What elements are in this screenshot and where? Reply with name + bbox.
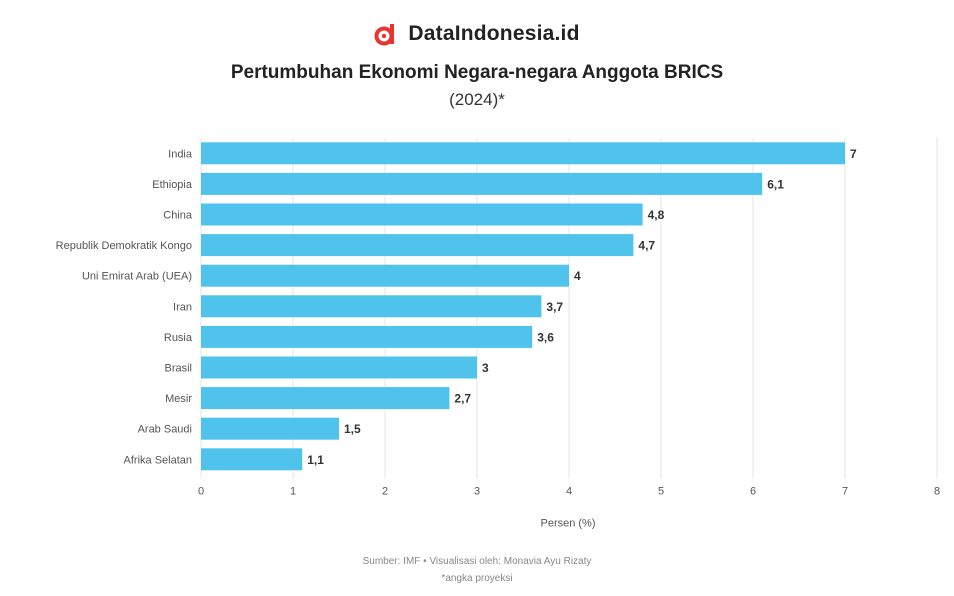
category-label: Uni Emirat Arab (UEA) xyxy=(82,271,192,283)
dataindonesia-logo-icon xyxy=(374,24,395,46)
chart-subtitle: (2024)* xyxy=(449,90,505,109)
x-tick-label: 1 xyxy=(290,486,296,498)
value-label: 4,7 xyxy=(638,239,655,253)
x-axis-label: Persen (%) xyxy=(540,518,595,530)
bar xyxy=(201,325,533,348)
value-label: 3 xyxy=(482,361,489,375)
bar xyxy=(201,295,542,318)
bar xyxy=(201,172,763,195)
category-label: Arab Saudi xyxy=(138,424,192,436)
brand-header: DataIndonesia.id xyxy=(0,22,954,46)
category-label: Mesir xyxy=(165,393,192,405)
projection-note: *angka proyeksi xyxy=(441,573,513,584)
category-label: Rusia xyxy=(164,332,193,344)
category-label: Republik Demokratik Kongo xyxy=(56,240,192,252)
x-tick-label: 6 xyxy=(750,486,756,498)
x-tick-label: 2 xyxy=(382,486,388,498)
x-tick-label: 5 xyxy=(658,486,664,498)
value-label: 4 xyxy=(574,269,581,283)
x-tick-label: 3 xyxy=(474,486,480,498)
value-label: 2,7 xyxy=(454,392,471,406)
value-label: 1,1 xyxy=(307,453,324,467)
x-tick-label: 4 xyxy=(566,486,572,498)
value-label: 3,7 xyxy=(546,300,563,314)
bar xyxy=(201,417,339,440)
bar-chart: 0 1 2 3 4 5 6 7 8 India 7 Ethiopia 6,1 China 4,8 Republ… xyxy=(56,138,940,530)
source-note: Sumber: IMF • Visualisasi oleh: Monavia … xyxy=(362,556,592,567)
x-tick-label: 8 xyxy=(934,486,940,498)
bar xyxy=(201,264,569,287)
x-tick-label: 7 xyxy=(842,486,848,498)
bar xyxy=(201,356,477,379)
bar xyxy=(201,387,450,410)
value-label: 1,5 xyxy=(344,422,361,436)
bar xyxy=(201,142,845,165)
category-label: India xyxy=(168,148,193,160)
value-label: 4,8 xyxy=(648,208,665,222)
category-label: Brasil xyxy=(164,363,192,375)
bar xyxy=(201,448,303,471)
category-label: Ethiopia xyxy=(152,179,193,191)
chart-title: Pertumbuhan Ekonomi Negara-negara Anggot… xyxy=(230,62,724,83)
bar xyxy=(201,203,643,226)
category-label: China xyxy=(163,210,193,222)
x-tick-label: 0 xyxy=(198,486,204,498)
value-label: 6,1 xyxy=(767,177,784,191)
value-label: 3,6 xyxy=(537,330,554,344)
category-label: Iran xyxy=(173,301,192,313)
category-label: Afrika Selatan xyxy=(124,454,192,466)
bar xyxy=(201,234,634,257)
brand-name: DataIndonesia.id xyxy=(408,22,580,45)
value-label: 7 xyxy=(850,147,857,161)
